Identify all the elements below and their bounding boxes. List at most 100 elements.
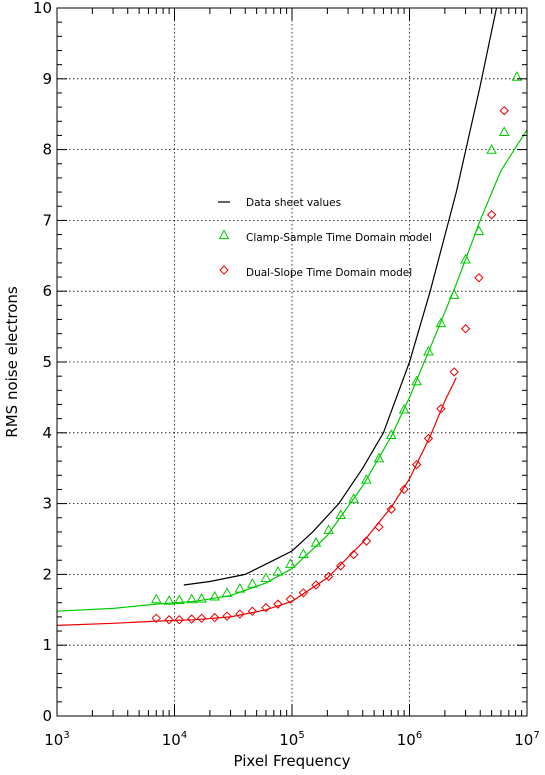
diamond-marker [235, 609, 245, 619]
y-tick-label: 5 [42, 353, 52, 371]
triangle-marker [435, 317, 447, 328]
x-axis-label: Pixel Frequency [234, 752, 351, 770]
diamond-marker [499, 105, 509, 116]
triangle-marker [511, 71, 523, 81]
y-tick-label: 2 [42, 565, 52, 583]
x-tick-base: 10 [162, 731, 181, 749]
diamond-marker [273, 599, 283, 609]
x-tick-exponent: 4 [181, 730, 187, 741]
x-tick-label: 103 [44, 730, 69, 749]
diamond-marker [285, 594, 296, 604]
diamond-marker [423, 433, 434, 444]
triangle-marker [498, 126, 510, 136]
legend-label: Dual-Slope Time Domain model [246, 267, 412, 279]
y-axis-label: RMS noise electrons [3, 286, 21, 438]
diamond-marker [486, 210, 497, 220]
diamond-marker [399, 484, 409, 495]
y-tick-label: 3 [42, 495, 52, 513]
diamond-marker [261, 602, 271, 613]
triangle-marker [298, 548, 309, 558]
x-tick-base: 10 [514, 731, 533, 749]
triangle-marker [373, 452, 385, 463]
triangle-marker [196, 592, 207, 603]
triangle-marker [209, 590, 221, 601]
diamond-marker [186, 614, 197, 624]
diamond-marker [374, 522, 384, 532]
y-tick-label: 4 [42, 424, 52, 442]
x-tick-exponent: 5 [298, 730, 304, 741]
diamond-marker [247, 606, 258, 616]
grid-lines [57, 8, 527, 716]
legend-item: Data sheet values [218, 197, 341, 209]
x-tick-label: 107 [514, 730, 539, 749]
legend-label: Data sheet values [246, 197, 341, 209]
x-tick-base: 10 [279, 731, 298, 749]
triangle-marker [423, 345, 434, 356]
diamond-marker [336, 561, 346, 571]
diamond-marker [436, 404, 446, 414]
series-2 [57, 129, 527, 612]
x-tick-label: 106 [397, 730, 422, 749]
diamond-marker [361, 536, 372, 546]
triangle-marker [486, 144, 497, 154]
series-line [57, 377, 457, 626]
diamond-marker [474, 273, 484, 283]
x-tick-base: 10 [397, 731, 416, 749]
triangle-marker [260, 572, 272, 583]
triangle-marker [186, 593, 198, 604]
triangle-marker [348, 493, 360, 503]
series-4 [57, 377, 457, 626]
diamond-marker [210, 612, 220, 623]
diamond-marker [411, 459, 422, 470]
diamond-marker [323, 571, 334, 582]
plot-frame [56, 7, 528, 717]
y-tick-label: 6 [42, 282, 52, 300]
y-tick-label: 8 [42, 141, 52, 159]
series-line [183, 8, 498, 586]
triangle-marker [174, 594, 185, 604]
x-tick-exponent: 7 [533, 730, 539, 741]
legend-item: Dual-Slope Time Domain model [219, 265, 412, 279]
triangle-marker [361, 473, 372, 484]
diamond-marker [222, 611, 232, 621]
triangle-marker [310, 537, 322, 547]
diamond-marker [164, 615, 174, 625]
diamond-marker [151, 613, 162, 624]
diamond-marker [348, 549, 359, 560]
diamond-marker [460, 324, 471, 334]
series-layer [57, 8, 527, 626]
y-tick-label: 10 [33, 0, 52, 17]
triangle-marker [163, 595, 175, 605]
legend-diamond-swatch [219, 265, 229, 275]
diamond-marker [449, 367, 459, 377]
series-line [57, 129, 527, 612]
x-tick-base: 10 [44, 731, 63, 749]
x-tick-label: 105 [279, 730, 304, 749]
series-0 [183, 8, 498, 586]
legend: Data sheet values Clamp-Sample Time Domai… [218, 197, 432, 279]
y-tick-label: 1 [42, 636, 52, 654]
triangle-marker [272, 566, 284, 576]
triangle-marker [150, 593, 162, 604]
triangle-marker [247, 578, 258, 588]
x-tick-exponent: 3 [63, 730, 69, 741]
diamond-marker [196, 613, 207, 624]
triangle-marker [385, 429, 397, 440]
legend-item: Clamp-Sample Time Domain model [218, 229, 432, 244]
diamond-marker [174, 615, 185, 625]
legend-triangle-swatch [218, 229, 230, 240]
triangle-marker [460, 253, 471, 264]
y-tick-label: 0 [42, 707, 52, 725]
legend-label: Clamp-Sample Time Domain model [246, 232, 432, 244]
triangle-marker [398, 403, 410, 414]
triangle-marker [411, 375, 422, 386]
triangle-marker [285, 558, 296, 568]
x-tick-exponent: 6 [416, 730, 422, 741]
diamond-marker [386, 504, 397, 514]
series-3 [151, 105, 509, 625]
y-tick-label: 9 [42, 70, 52, 88]
y-tick-label: 7 [42, 211, 52, 229]
x-tick-label: 104 [162, 730, 187, 749]
